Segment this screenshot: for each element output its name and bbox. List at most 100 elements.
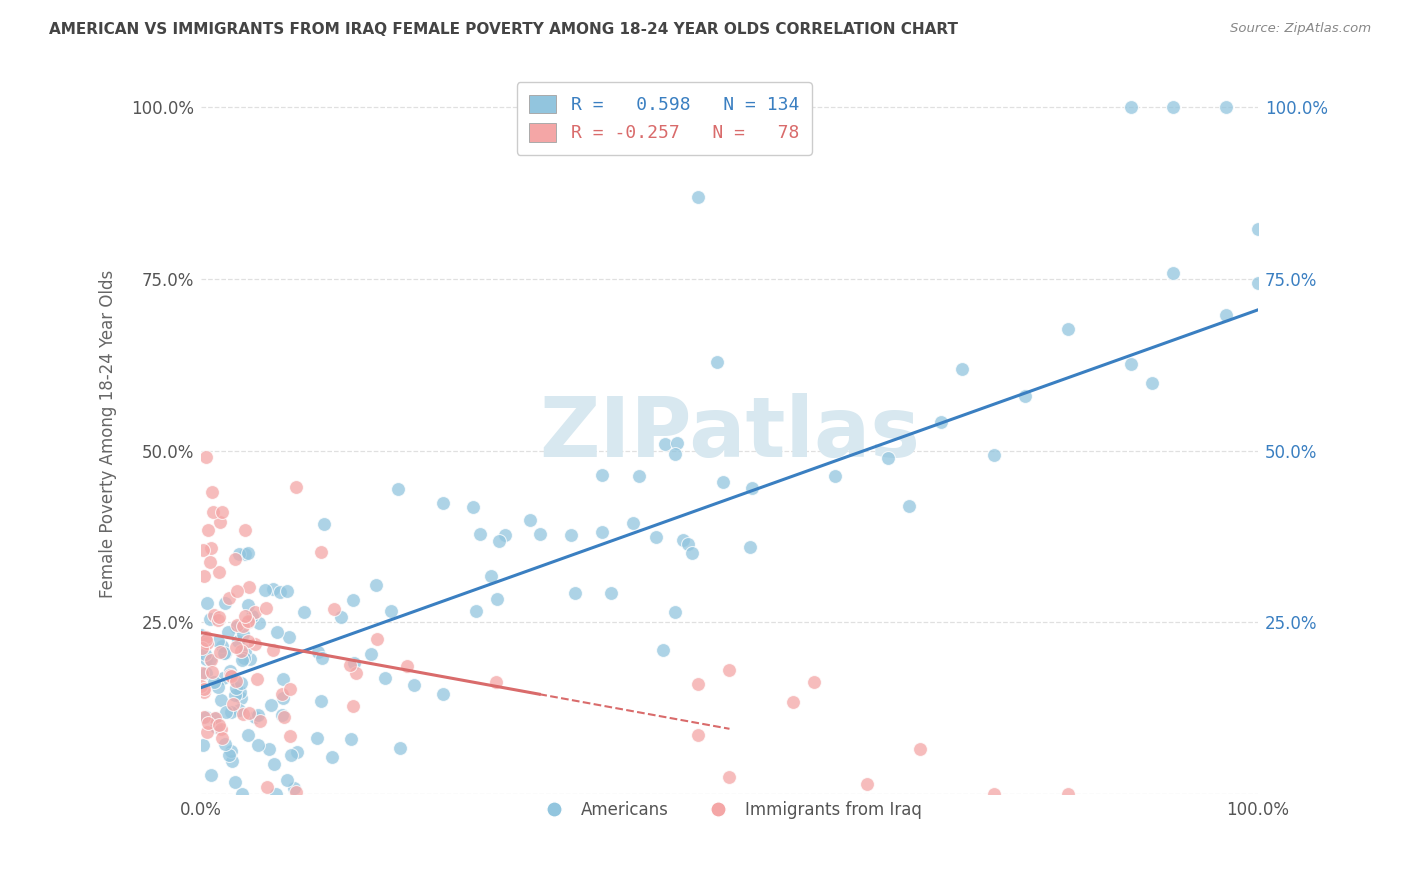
- Point: [211, 506, 233, 520]
- Point: [681, 546, 703, 560]
- Point: [214, 596, 236, 610]
- Point: [1215, 100, 1237, 114]
- Point: [209, 645, 232, 659]
- Point: [194, 647, 217, 661]
- Point: [599, 585, 621, 599]
- Point: [1056, 787, 1078, 801]
- Point: [908, 742, 931, 756]
- Point: [664, 447, 686, 461]
- Point: [665, 436, 688, 450]
- Point: [387, 483, 409, 497]
- Point: [494, 528, 516, 542]
- Point: [231, 691, 253, 706]
- Point: [194, 666, 217, 681]
- Point: [479, 569, 502, 583]
- Point: [211, 731, 233, 745]
- Point: [217, 625, 239, 640]
- Point: [465, 604, 488, 618]
- Point: [243, 605, 266, 619]
- Point: [254, 600, 277, 615]
- Point: [202, 675, 225, 690]
- Point: [194, 710, 217, 724]
- Point: [360, 647, 382, 661]
- Point: [198, 612, 221, 626]
- Point: [253, 582, 276, 597]
- Point: [488, 533, 510, 548]
- Point: [238, 728, 260, 742]
- Point: [245, 637, 267, 651]
- Point: [432, 496, 454, 510]
- Point: [197, 523, 219, 537]
- Point: [219, 744, 242, 758]
- Point: [243, 710, 266, 724]
- Point: [247, 708, 270, 723]
- Point: [564, 586, 586, 600]
- Text: Source: ZipAtlas.com: Source: ZipAtlas.com: [1230, 22, 1371, 36]
- Point: [672, 533, 695, 547]
- Point: [877, 450, 900, 465]
- Point: [194, 630, 217, 644]
- Point: [276, 773, 298, 788]
- Point: [278, 729, 301, 743]
- Point: [718, 664, 741, 678]
- Point: [200, 653, 222, 667]
- Point: [270, 708, 292, 723]
- Point: [200, 768, 222, 782]
- Point: [1215, 308, 1237, 322]
- Point: [233, 609, 256, 624]
- Point: [207, 634, 229, 648]
- Point: [218, 747, 240, 762]
- Point: [195, 652, 218, 666]
- Point: [236, 546, 259, 560]
- Point: [193, 682, 215, 697]
- Point: [219, 668, 242, 682]
- Point: [366, 632, 388, 646]
- Point: [208, 610, 231, 624]
- Point: [222, 697, 245, 711]
- Point: [195, 596, 218, 610]
- Point: [233, 651, 256, 665]
- Point: [190, 628, 212, 642]
- Point: [257, 741, 280, 756]
- Point: [824, 469, 846, 483]
- Point: [294, 605, 316, 619]
- Point: [219, 664, 242, 678]
- Point: [231, 787, 253, 801]
- Point: [285, 784, 308, 798]
- Point: [468, 526, 491, 541]
- Point: [225, 674, 247, 689]
- Point: [654, 436, 676, 450]
- Point: [270, 688, 292, 702]
- Point: [983, 448, 1005, 462]
- Point: [321, 749, 343, 764]
- Point: [280, 747, 302, 762]
- Point: [224, 775, 246, 789]
- Point: [208, 718, 231, 732]
- Point: [312, 517, 335, 532]
- Point: [284, 480, 307, 494]
- Point: [264, 787, 287, 801]
- Point: [621, 516, 644, 531]
- Point: [1247, 276, 1270, 290]
- Point: [229, 675, 252, 690]
- Point: [311, 651, 333, 665]
- Point: [238, 580, 260, 594]
- Point: [711, 475, 734, 490]
- Point: [374, 671, 396, 685]
- Point: [232, 619, 254, 633]
- Point: [269, 585, 291, 599]
- Point: [285, 745, 308, 759]
- Point: [239, 652, 262, 666]
- Point: [233, 547, 256, 561]
- Point: [209, 693, 232, 707]
- Point: [226, 634, 249, 648]
- Point: [273, 710, 295, 724]
- Point: [224, 688, 246, 702]
- Point: [221, 755, 243, 769]
- Point: [283, 781, 305, 796]
- Point: [228, 703, 250, 717]
- Point: [204, 711, 226, 725]
- Point: [260, 698, 283, 712]
- Point: [225, 584, 247, 599]
- Point: [463, 500, 485, 514]
